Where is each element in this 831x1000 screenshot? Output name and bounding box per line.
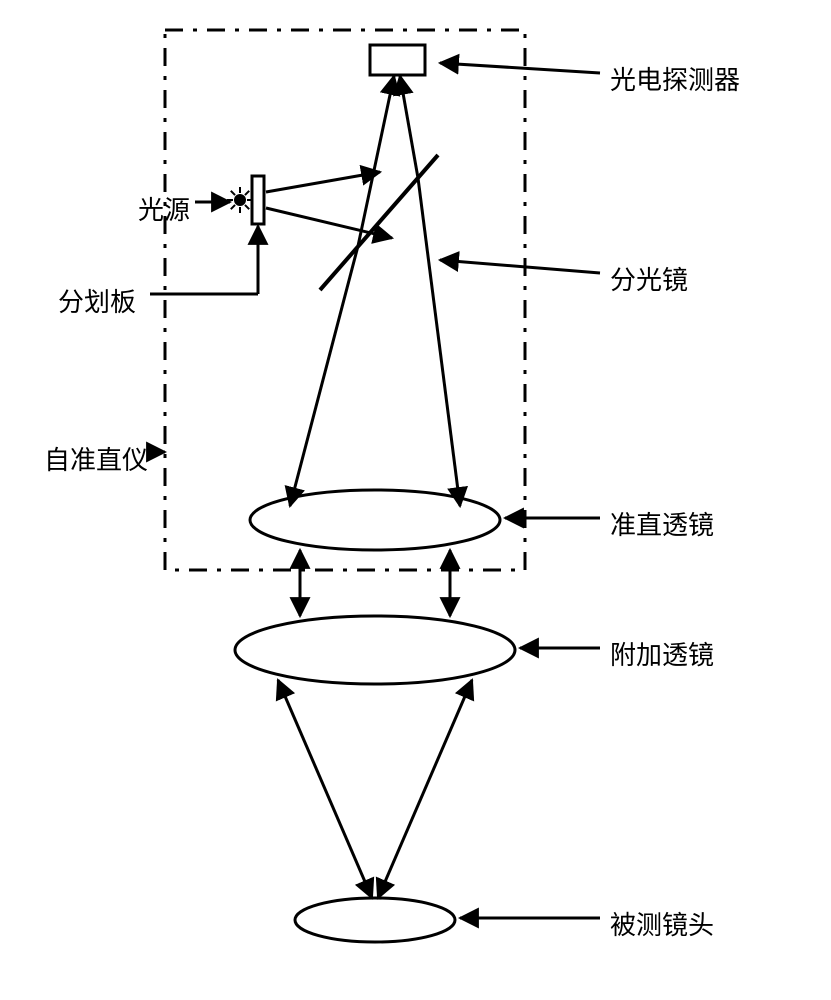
reticle-plate [252, 176, 264, 224]
optical-diagram [0, 0, 831, 1000]
label-light-source: 光源 [138, 190, 190, 227]
beamsplitter [320, 155, 438, 290]
collimating-lens [250, 490, 500, 550]
label-photodetector: 光电探测器 [610, 60, 740, 97]
tested-lens [295, 898, 455, 942]
label-tested-lens: 被测镜头 [610, 905, 714, 942]
label-collimating-lens: 准直透镜 [610, 505, 714, 542]
additional-lens [235, 616, 515, 684]
label-beamsplitter: 分光镜 [610, 260, 688, 297]
light-source-dot [234, 194, 246, 206]
label-additional-lens: 附加透镜 [610, 635, 714, 672]
photodetector-box [370, 45, 425, 75]
label-autocollimator: 自准直仪 [44, 440, 148, 477]
label-reticle: 分划板 [58, 282, 136, 319]
